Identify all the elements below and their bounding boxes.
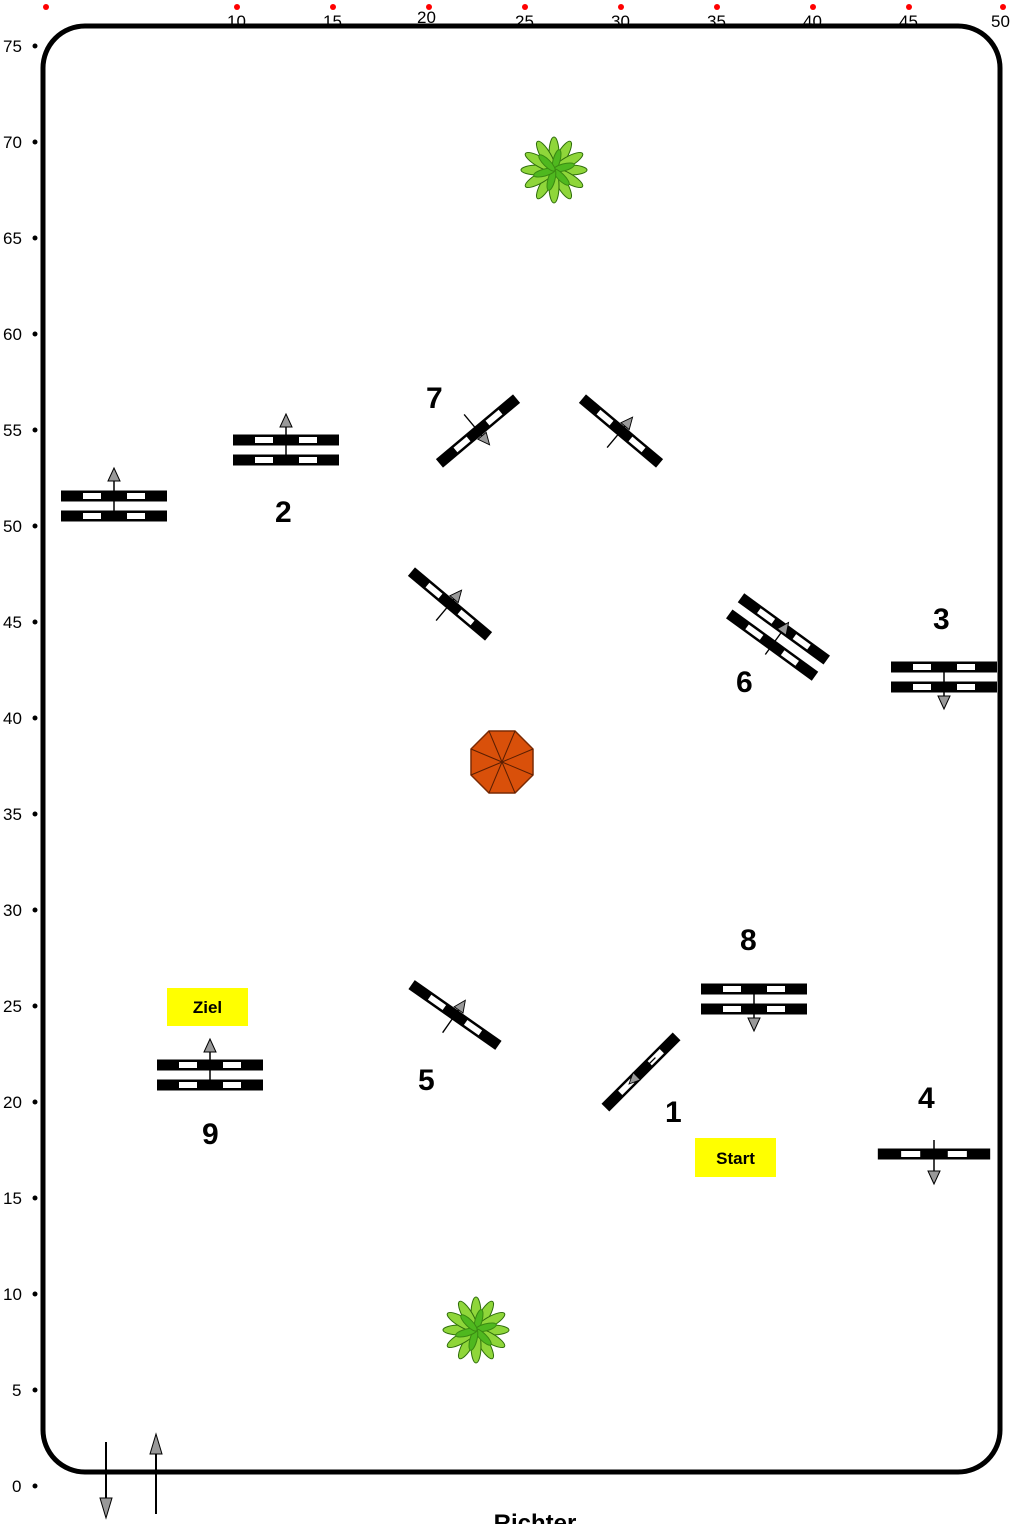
oxer-obstacle <box>61 467 167 522</box>
obstacle-number: 3 <box>933 603 950 636</box>
y-axis-dots <box>32 43 38 1489</box>
y-tick-label: 70 <box>3 133 22 152</box>
finish-label: Ziel <box>193 998 222 1017</box>
obstacle-number: 9 <box>202 1118 219 1151</box>
single-rail-obstacle <box>407 567 493 641</box>
plant-icon <box>442 1296 510 1364</box>
umbrella-icon <box>470 730 534 794</box>
obstacle-number: 5 <box>418 1064 435 1097</box>
obstacle-8 <box>701 983 807 1032</box>
y-tick-label: 40 <box>3 709 22 728</box>
obstacle-number: 2 <box>275 496 292 529</box>
obstacle-9 <box>157 1038 263 1091</box>
y-tick-label: 30 <box>3 901 22 920</box>
judge-label: Richter <box>494 1510 577 1524</box>
obstacle-4 <box>877 1139 991 1185</box>
start-label: Start <box>716 1149 755 1168</box>
obstacle-3 <box>891 661 997 710</box>
entry-arrow <box>149 1432 163 1514</box>
obstacle-5 <box>408 980 502 1050</box>
plant-icon <box>520 136 588 204</box>
obstacle-number: 6 <box>736 666 753 699</box>
exit-arrow <box>99 1442 113 1520</box>
obstacle-number: 7 <box>426 382 443 415</box>
y-tick-label: 35 <box>3 805 22 824</box>
y-tick-label: 75 <box>3 37 22 56</box>
top-markers <box>43 4 1006 10</box>
x-tick-label: 50 <box>991 12 1010 31</box>
obstacle-2 <box>233 413 339 466</box>
obstacle-number: 8 <box>740 924 757 957</box>
y-tick-label: 10 <box>3 1285 22 1304</box>
y-tick-label: 15 <box>3 1189 22 1208</box>
finish-sign: Ziel <box>167 988 248 1026</box>
y-tick-label: 45 <box>3 613 22 632</box>
y-tick-label: 20 <box>3 1093 22 1112</box>
y-tick-label: 0 <box>12 1477 21 1496</box>
obstacle-7b <box>578 394 664 468</box>
obstacle-number: 4 <box>918 1082 935 1115</box>
x-tick-label: 20 <box>417 8 436 27</box>
y-tick-label: 65 <box>3 229 22 248</box>
y-tick-label: 60 <box>3 325 22 344</box>
y-tick-label: 50 <box>3 517 22 536</box>
y-tick-label: 25 <box>3 997 22 1016</box>
y-tick-label: 5 <box>12 1381 21 1400</box>
start-sign: Start <box>695 1138 776 1177</box>
arena-border <box>40 23 1003 1475</box>
obstacle-number: 1 <box>665 1096 682 1129</box>
y-axis-labels: 75 70 65 60 55 50 45 40 35 30 25 20 15 1… <box>3 37 22 1496</box>
y-tick-label: 55 <box>3 421 22 440</box>
